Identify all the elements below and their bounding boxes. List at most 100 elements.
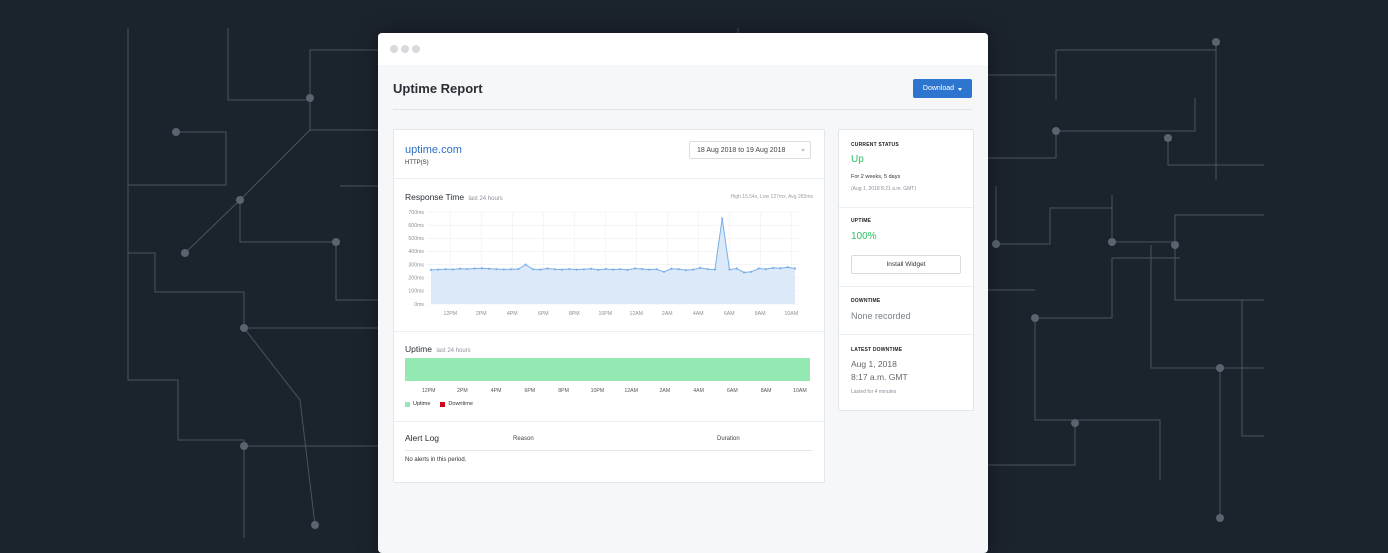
window-dot-icon[interactable] xyxy=(412,45,420,53)
window-dot-icon[interactable] xyxy=(401,45,409,53)
data-point xyxy=(786,266,789,269)
data-point xyxy=(772,266,775,269)
data-point xyxy=(713,268,717,271)
data-point xyxy=(648,268,651,271)
uptime-x-tick-label: 2PM xyxy=(457,388,468,394)
data-point xyxy=(473,267,476,270)
x-tick-label: 10PM xyxy=(598,311,612,317)
site-link[interactable]: uptime.com xyxy=(405,144,462,156)
data-point xyxy=(764,268,767,271)
uptime-value: 100% xyxy=(851,231,877,242)
data-point xyxy=(488,267,491,270)
install-widget-button[interactable]: Install Widget xyxy=(851,255,961,274)
date-range-select[interactable]: 18 Aug 2018 to 19 Aug 2018 xyxy=(689,141,811,159)
data-point xyxy=(517,267,520,271)
data-point xyxy=(575,268,578,271)
data-point xyxy=(742,271,746,274)
data-point xyxy=(502,268,505,271)
alert-col-duration: Duration xyxy=(717,436,740,442)
uptime-x-tick-label: 2AM xyxy=(660,388,671,394)
sidebar-divider xyxy=(839,286,973,287)
latest-downtime-time: 8:17 a.m. GMT xyxy=(851,372,908,382)
section-divider xyxy=(394,178,824,179)
data-point xyxy=(699,266,702,269)
x-tick-label: 4AM xyxy=(693,311,704,317)
data-point xyxy=(590,267,593,270)
legend-label: Downtime xyxy=(448,401,473,407)
report-window: Uptime Report Download uptime.com HTTP(S… xyxy=(378,33,988,553)
latest-downtime-heading: LATEST DOWNTIME xyxy=(851,347,903,353)
current-status-duration: For 2 weeks, 5 days xyxy=(851,174,901,180)
data-point xyxy=(560,268,564,271)
uptime-x-tick-label: 12PM xyxy=(422,388,436,394)
data-point xyxy=(757,267,760,270)
status-sidebar: CURRENT STATUS Up For 2 weeks, 5 days (A… xyxy=(838,129,974,411)
data-point xyxy=(641,267,644,271)
legend-item-downtime: Downtime xyxy=(440,401,473,407)
data-point xyxy=(684,268,687,272)
y-tick-label: 400ms xyxy=(408,249,424,255)
x-tick-label: 4PM xyxy=(507,311,518,317)
page-title: Uptime Report xyxy=(393,81,483,96)
uptime-x-tick-label: 4PM xyxy=(491,388,502,394)
data-point xyxy=(691,268,695,271)
response-time-stats: High 15.54s, Low 127ms, Avg 283ms xyxy=(730,194,813,200)
data-point xyxy=(611,268,615,271)
downtime-heading: DOWNTIME xyxy=(851,298,881,304)
latest-downtime-date: Aug 1, 2018 xyxy=(851,359,897,369)
uptime-x-tick-label: 10PM xyxy=(591,388,605,394)
data-point xyxy=(451,268,454,271)
data-point xyxy=(539,268,542,271)
section-divider xyxy=(394,331,824,332)
section-divider xyxy=(394,421,824,422)
data-point xyxy=(721,217,724,220)
data-point xyxy=(619,268,622,271)
alert-empty-message: No alerts in this period. xyxy=(405,457,467,463)
current-status-heading: CURRENT STATUS xyxy=(851,142,899,148)
data-point xyxy=(706,268,709,271)
sidebar-divider xyxy=(839,334,973,335)
data-point xyxy=(495,268,498,271)
y-tick-label: 300ms xyxy=(408,262,424,268)
x-tick-label: 12PM xyxy=(443,311,457,317)
data-point xyxy=(670,267,673,270)
circuit-background xyxy=(127,28,1264,538)
x-tick-label: 10AM xyxy=(784,311,798,317)
data-point xyxy=(677,268,680,271)
uptime-subtitle: last 24 hours xyxy=(436,348,471,354)
sidebar-divider xyxy=(839,207,973,208)
legend-swatch xyxy=(405,401,410,407)
uptime-axis: 12PM 2PM 4PM 6PM 8PM 10PM 12AM 2AM 4AM 6AM 8AM 10AM xyxy=(422,388,807,394)
data-point xyxy=(429,268,433,271)
x-tick-label: 2PM xyxy=(476,311,487,317)
caret-down-icon xyxy=(958,87,963,91)
uptime-x-tick-label: 10AM xyxy=(793,388,807,394)
window-dot-icon[interactable] xyxy=(390,45,398,53)
data-point xyxy=(509,268,513,271)
response-time-heading: Response Time last 24 hours xyxy=(405,192,503,202)
data-point xyxy=(779,267,782,270)
data-point xyxy=(582,268,585,271)
data-point xyxy=(633,267,636,270)
uptime-x-tick-label: 4AM xyxy=(693,388,704,394)
legend-label: Uptime xyxy=(413,401,431,407)
data-point xyxy=(604,267,607,271)
response-time-subtitle: last 24 hours xyxy=(468,196,503,202)
data-point xyxy=(735,267,738,270)
site-protocol: HTTP(S) xyxy=(405,160,429,166)
x-tick-label: 12AM xyxy=(629,311,643,317)
data-point xyxy=(524,263,527,266)
download-label: Download xyxy=(922,85,955,92)
x-tick-label: 6AM xyxy=(724,311,735,317)
download-button[interactable]: Download xyxy=(913,79,972,98)
x-tick-label: 8PM xyxy=(569,311,580,317)
data-point xyxy=(480,267,484,270)
data-point xyxy=(728,268,731,271)
y-tick-label: 700ms xyxy=(408,210,424,216)
alert-log-title: Alert Log xyxy=(405,433,440,443)
data-point xyxy=(553,268,556,271)
y-tick-label: 100ms xyxy=(408,289,424,295)
date-range-value: 18 Aug 2018 to 19 Aug 2018 xyxy=(697,146,786,154)
uptime-heading: Uptime last 24 hours xyxy=(405,344,471,354)
data-point xyxy=(444,268,447,271)
